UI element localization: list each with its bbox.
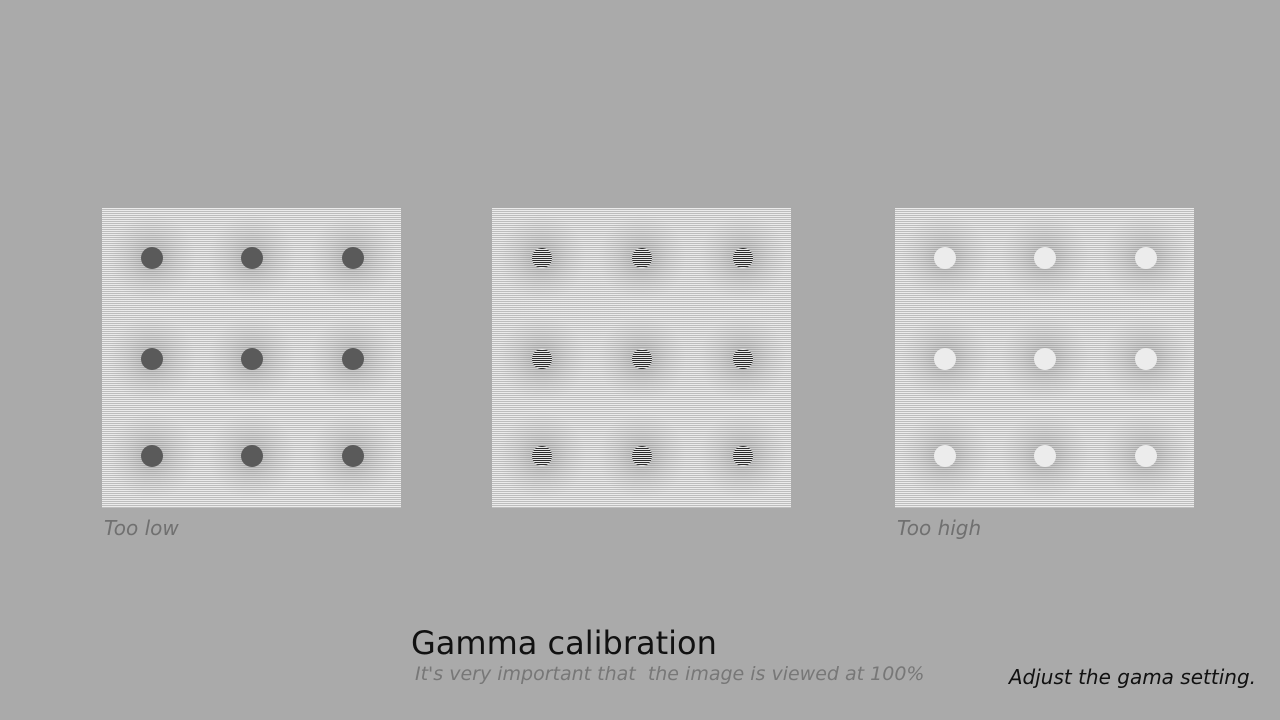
calibration-dot [532,349,552,369]
calibration-dot [342,348,364,370]
page-title: Gamma calibration [411,624,717,662]
gamma-pattern-correct [492,208,791,508]
calibration-dot [241,247,263,269]
calibration-dot [1135,445,1157,467]
calibration-dot [241,445,263,467]
dot-grid-too-high [901,214,1190,500]
calibration-dot [141,445,163,467]
gamma-pattern-too-high [895,208,1194,508]
calibration-dot [632,446,652,466]
calibration-dot [934,445,956,467]
calibration-dot [532,446,552,466]
dot-grid-too-low [108,214,397,500]
calibration-dot [342,247,364,269]
calibration-dot [532,248,552,268]
calibration-dot [632,349,652,369]
calibration-dot [141,247,163,269]
calibration-dot [141,348,163,370]
calibration-dot [934,247,956,269]
calibration-dot [1135,348,1157,370]
caption-too-high: Too high [897,516,982,540]
gamma-pattern-too-low [102,208,401,508]
instruction-text: Adjust the gama setting. [1008,665,1256,689]
calibration-dot [342,445,364,467]
calibration-dot [1135,247,1157,269]
calibration-dot [1034,348,1056,370]
calibration-dot [241,348,263,370]
calibration-dot [1034,445,1056,467]
page-subtitle: It's very important that the image is vi… [415,663,925,685]
calibration-dot [733,446,753,466]
calibration-dot [632,248,652,268]
calibration-dot [733,349,753,369]
calibration-dot [934,348,956,370]
dot-grid-correct [498,214,787,500]
caption-too-low: Too low [104,516,179,540]
calibration-dot [1034,247,1056,269]
calibration-dot [733,248,753,268]
